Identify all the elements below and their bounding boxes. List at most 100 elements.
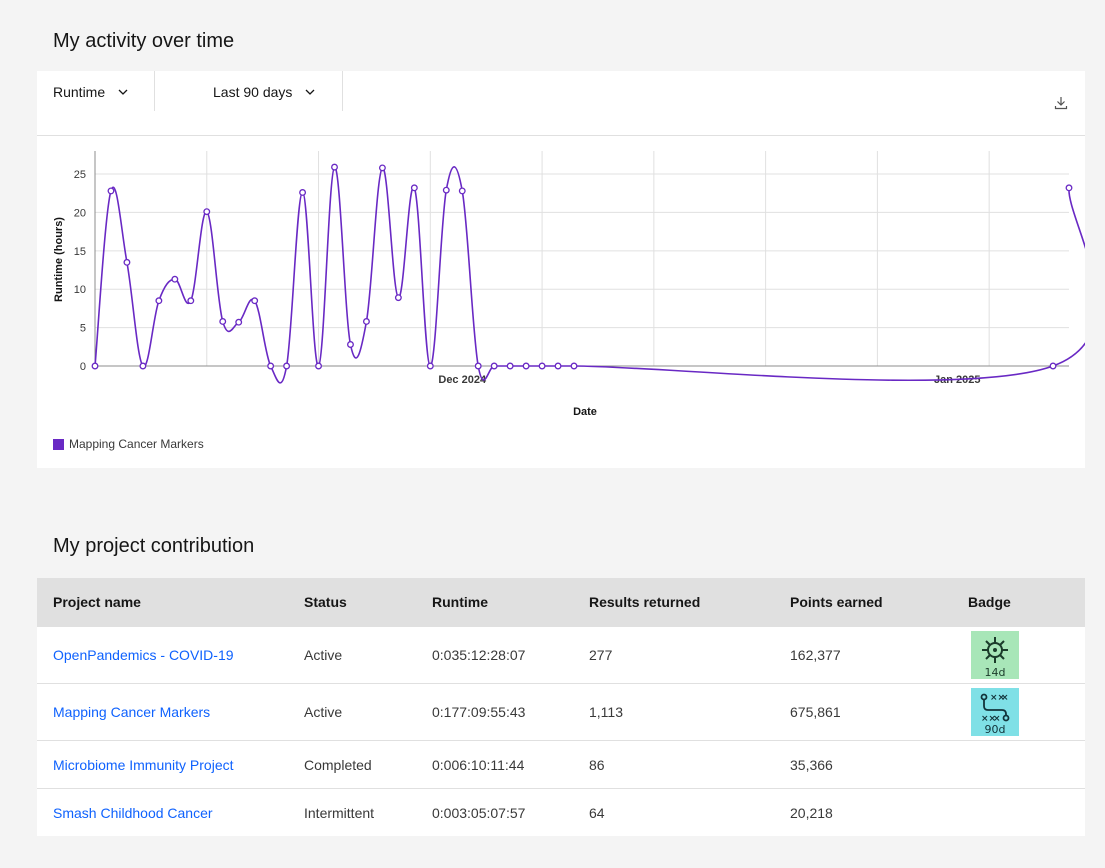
column-header-status[interactable]: Status [304,578,432,627]
data-point [570,362,578,370]
data-point [219,318,227,325]
data-point [107,187,115,195]
badge-label: 90d [985,723,1006,736]
chevron-down-icon [118,89,128,95]
y-axis-title: Runtime (hours) [53,217,65,302]
results-cell: 64 [589,788,790,836]
project-contribution-table: Project name Status Runtime Results retu… [37,578,1085,836]
data-point [522,362,530,370]
x-tick-label: Dec 2024 [438,374,487,386]
project-link[interactable]: Mapping Cancer Markers [53,704,211,720]
data-point [331,163,338,171]
badge-label: 14d [985,666,1006,679]
project-link[interactable]: Smash Childhood Cancer [53,804,213,821]
points-cell: 20,218 [790,788,968,836]
y-tick-label: 10 [74,284,86,296]
status-cell: Active [304,626,432,684]
x-axis-title: Date [573,406,597,418]
svg-text:××: ×× [990,693,1005,703]
data-point [235,318,243,326]
data-point [155,297,163,305]
data-point [458,187,466,195]
virus-badge-icon: 14d [971,631,1019,679]
metric-dropdown[interactable]: Runtime [53,71,129,112]
data-point [171,275,179,283]
activity-section-title: My activity over time [53,30,235,52]
data-point [315,362,322,370]
badge-cell: ×× × ×× × 90d [968,683,1085,741]
data-point [283,362,291,370]
badge-cell [968,788,1085,836]
data-point [123,258,131,266]
series-line [94,166,1085,384]
legend-label: Mapping Cancer Markers [69,437,204,451]
data-point [554,362,562,370]
status-cell: Intermittent [304,788,432,836]
points-cell: 675,861 [790,683,968,741]
data-point [91,362,99,370]
data-point [299,189,307,196]
data-point [362,318,370,325]
runtime-cell: 0:006:10:11:44 [432,740,589,789]
column-header-points[interactable]: Points earned [790,578,968,627]
marker-pattern-badge-icon: ×× × ×× × 90d [971,688,1019,736]
y-tick-label: 25 [74,169,86,181]
points-cell: 162,377 [790,626,968,684]
download-icon[interactable] [1053,95,1069,111]
toolbar-divider [154,71,155,111]
toolbar-divider [342,71,343,111]
y-tick-label: 5 [80,323,86,335]
metric-dropdown-label: Runtime [53,83,106,100]
range-dropdown[interactable]: Last 90 days [213,71,316,112]
table-row: Microbiome Immunity Project Completed 0:… [37,740,1085,789]
status-cell: Active [304,683,432,741]
results-cell: 86 [589,740,790,789]
y-tick-label: 15 [74,246,86,258]
data-point [538,362,546,370]
runtime-cell: 0:035:12:28:07 [432,626,589,684]
table-row: Smash Childhood Cancer Intermittent 0:00… [37,788,1085,836]
svg-text:×: × [1001,693,1009,703]
status-cell: Completed [304,740,432,789]
activity-chart-card: Runtime Last 90 days 0 5 10 15 20 25 Dec 2024 J… [37,71,1085,468]
data-point [474,362,482,370]
chevron-down-icon [305,89,315,95]
points-cell: 35,366 [790,740,968,789]
svg-text:×: × [993,714,1001,724]
legend-swatch [53,438,64,450]
column-header-runtime[interactable]: Runtime [432,578,589,627]
results-cell: 1,113 [589,683,790,741]
column-header-badge: Badge [968,578,1085,627]
badge-cell [968,740,1085,789]
chart-toolbar: Runtime Last 90 days [37,71,1085,136]
data-point [442,186,450,194]
svg-text:××: ×× [981,714,996,724]
column-header-results[interactable]: Results returned [589,578,790,627]
project-link[interactable]: Microbiome Immunity Project [53,756,234,773]
project-link[interactable]: OpenPandemics - COVID-19 [53,647,234,663]
data-point [203,208,211,216]
table-row: OpenPandemics - COVID-19 Active 0:035:12… [37,626,1085,684]
runtime-cell: 0:177:09:55:43 [432,683,589,741]
data-point [187,297,195,305]
data-point [410,184,418,192]
data-point [139,362,147,370]
table-header-row: Project name Status Runtime Results retu… [37,578,1085,627]
runtime-cell: 0:003:05:07:57 [432,788,589,836]
data-point [1065,184,1073,192]
data-point [394,294,402,302]
y-tick-label: 20 [74,207,86,219]
data-point [506,362,514,370]
y-tick-label: 0 [80,361,86,373]
badge-cell: 14d [968,626,1085,684]
data-point [426,362,434,370]
range-dropdown-label: Last 90 days [213,83,293,100]
data-point [1049,362,1057,370]
data-point [490,362,498,370]
data-point [251,297,259,305]
data-point [378,164,386,172]
chart-legend: Mapping Cancer Markers [53,437,204,451]
column-header-project-name[interactable]: Project name [37,578,304,627]
table-row: Mapping Cancer Markers Active 0:177:09:5… [37,683,1085,741]
